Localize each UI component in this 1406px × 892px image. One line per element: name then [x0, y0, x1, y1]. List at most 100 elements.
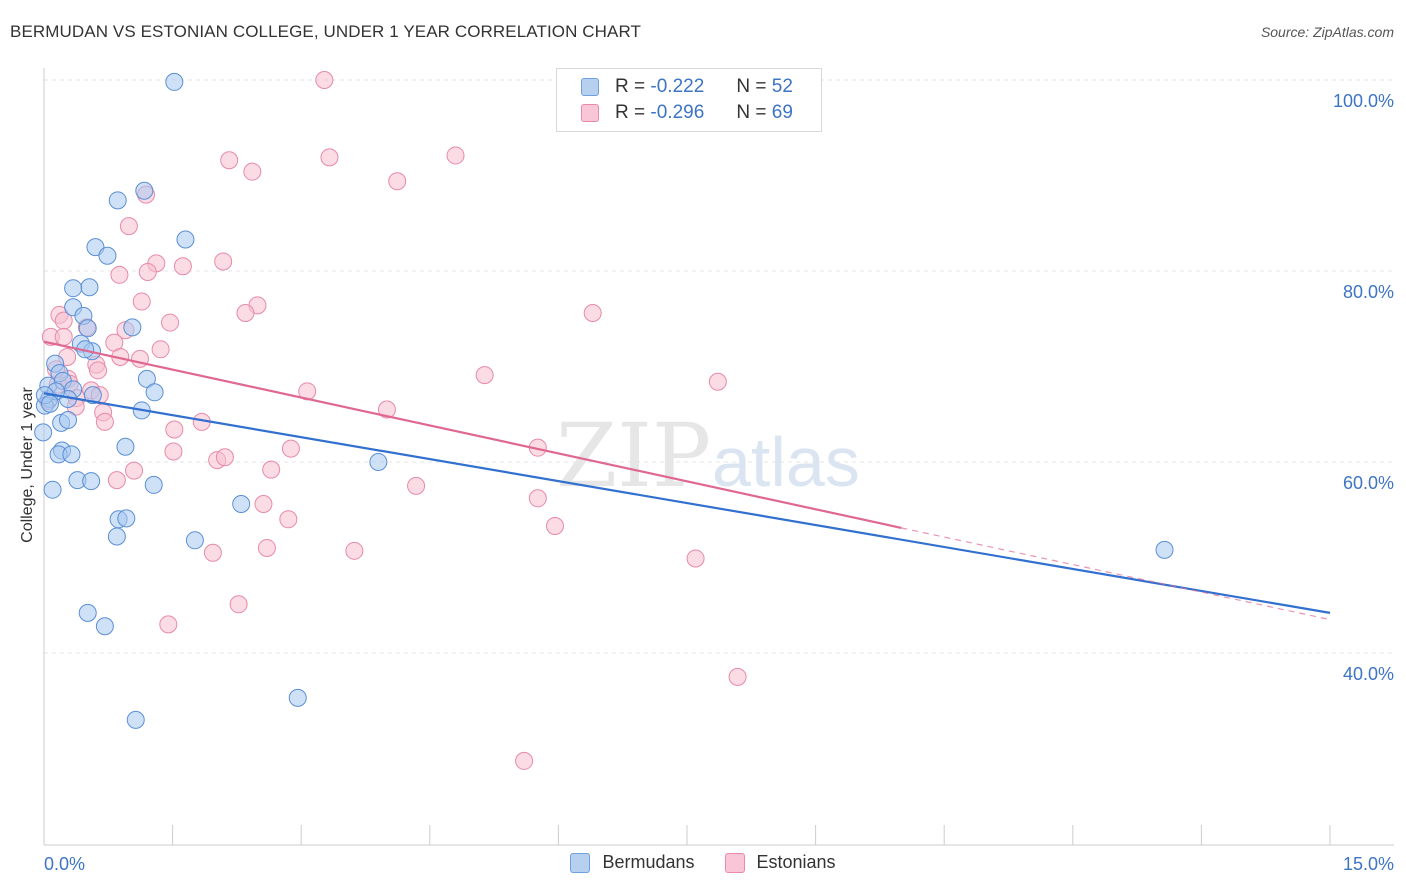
estonian-point [236, 304, 255, 323]
estonian-point [89, 361, 108, 380]
bermudan-point [232, 495, 251, 514]
estonian-point [215, 448, 234, 467]
legend-n-label: N = [736, 102, 767, 123]
estonian-point [281, 439, 300, 458]
estonian-point [257, 538, 276, 557]
estonian-point [54, 327, 73, 346]
bermudan-point [135, 181, 154, 200]
y-tick-label: 60.0% [1343, 473, 1394, 493]
bermudan-point [165, 72, 184, 91]
estonian-point [243, 162, 262, 181]
bermudan-point [369, 453, 388, 471]
estonian-points [39, 71, 747, 770]
bermudan-point [185, 531, 204, 550]
bermudan-point [108, 191, 127, 210]
bermudan-point [288, 688, 307, 707]
trend-lines [43, 340, 1331, 621]
bermudan-point [107, 527, 126, 546]
estonian-point [165, 420, 184, 439]
estonian-point [110, 265, 129, 284]
chart-title: BERMUDAN VS ESTONIAN COLLEGE, UNDER 1 YE… [10, 22, 642, 41]
estonian-point [161, 313, 180, 332]
legend-n-value: 52 [771, 76, 793, 97]
legend-swatch-estonians [724, 852, 745, 873]
bermudan-point [82, 472, 101, 491]
estonian-point [164, 442, 183, 461]
estonian-point [125, 461, 144, 480]
estonian-point [262, 460, 281, 479]
estonian-point [345, 541, 364, 560]
source-label: Source: ZipAtlas.com [1260, 24, 1394, 40]
estonian-trend-extension [901, 527, 1331, 621]
estonian-point [528, 489, 547, 508]
estonian-point [229, 595, 248, 614]
bermudan-point [78, 319, 97, 338]
legend-item-estonians[interactable]: Estonians [724, 852, 836, 873]
bermudan-point [1155, 540, 1174, 559]
legend-r-label: R = [615, 102, 646, 123]
bermudan-point [59, 410, 78, 429]
legend-label-estonians: Estonians [756, 852, 836, 872]
estonian-point [515, 751, 534, 770]
x-tick-label: 0.0% [44, 854, 85, 874]
bermudan-point [116, 437, 135, 456]
estonian-point [220, 151, 239, 170]
bermudan-point [64, 279, 83, 298]
watermark-zip: ZIP [556, 404, 711, 507]
legend-swatch-estonians [581, 104, 599, 122]
bermudan-point [137, 369, 156, 388]
bermudan-point [34, 423, 53, 442]
estonian-point [107, 471, 126, 490]
bermudan-point [95, 617, 114, 636]
legend-row-estonians: R = -0.296 N = 69 [581, 101, 793, 125]
bermudan-point [78, 603, 97, 622]
estonian-point [708, 372, 727, 391]
y-tick-label: 80.0% [1343, 282, 1394, 302]
estonian-point [728, 667, 747, 686]
legend-item-bermudans[interactable]: Bermudans [570, 852, 695, 873]
estonian-point [545, 516, 564, 535]
legend-swatch-bermudans [570, 852, 591, 873]
legend-row-bermudans: R = -0.222 N = 52 [581, 75, 793, 99]
estonian-point [173, 257, 192, 276]
estonian-point [279, 510, 298, 529]
estonian-point [203, 543, 222, 562]
estonian-point [315, 71, 334, 89]
correlation-legend: R = -0.222 N = 52 R = -0.296 N = 69 [556, 68, 822, 132]
estonian-point [95, 412, 114, 431]
legend-r-value: -0.222 [650, 76, 705, 97]
series-legend: Bermudans Estonians [0, 852, 1406, 873]
bermudan-point [80, 278, 99, 297]
estonian-point [686, 549, 705, 568]
estonian-point [446, 146, 465, 165]
bermudan-point [62, 445, 81, 464]
estonian-point [377, 400, 396, 419]
bermudan-point [83, 386, 102, 405]
bermudan-point [117, 509, 136, 528]
tick-labels: 100.0% 80.0% 60.0% 40.0% 0.0% 15.0% [44, 91, 1394, 874]
bermudan-trend-line [43, 392, 1331, 614]
watermark: ZIP atlas [556, 404, 860, 507]
y-tick-label: 40.0% [1343, 664, 1394, 684]
bermudan-point [41, 394, 60, 413]
estonian-point [388, 172, 407, 191]
bermudan-points [34, 72, 1174, 729]
bermudan-point [126, 710, 145, 729]
estonian-point [151, 340, 170, 359]
legend-label-bermudans: Bermudans [602, 852, 695, 872]
estonian-point [214, 252, 233, 271]
bermudan-point [144, 475, 163, 494]
bermudan-point [98, 246, 117, 265]
legend-swatch-bermudans [581, 78, 599, 96]
axes [43, 68, 1394, 846]
estonian-point [475, 366, 494, 385]
bermudan-point [43, 480, 62, 499]
estonian-point [138, 262, 157, 281]
legend-r-value: -0.296 [650, 102, 705, 123]
x-tick-label: 15.0% [1343, 854, 1394, 874]
estonian-point [254, 495, 273, 514]
estonian-point [132, 292, 151, 311]
estonian-point [320, 148, 339, 167]
estonian-point [119, 217, 138, 236]
